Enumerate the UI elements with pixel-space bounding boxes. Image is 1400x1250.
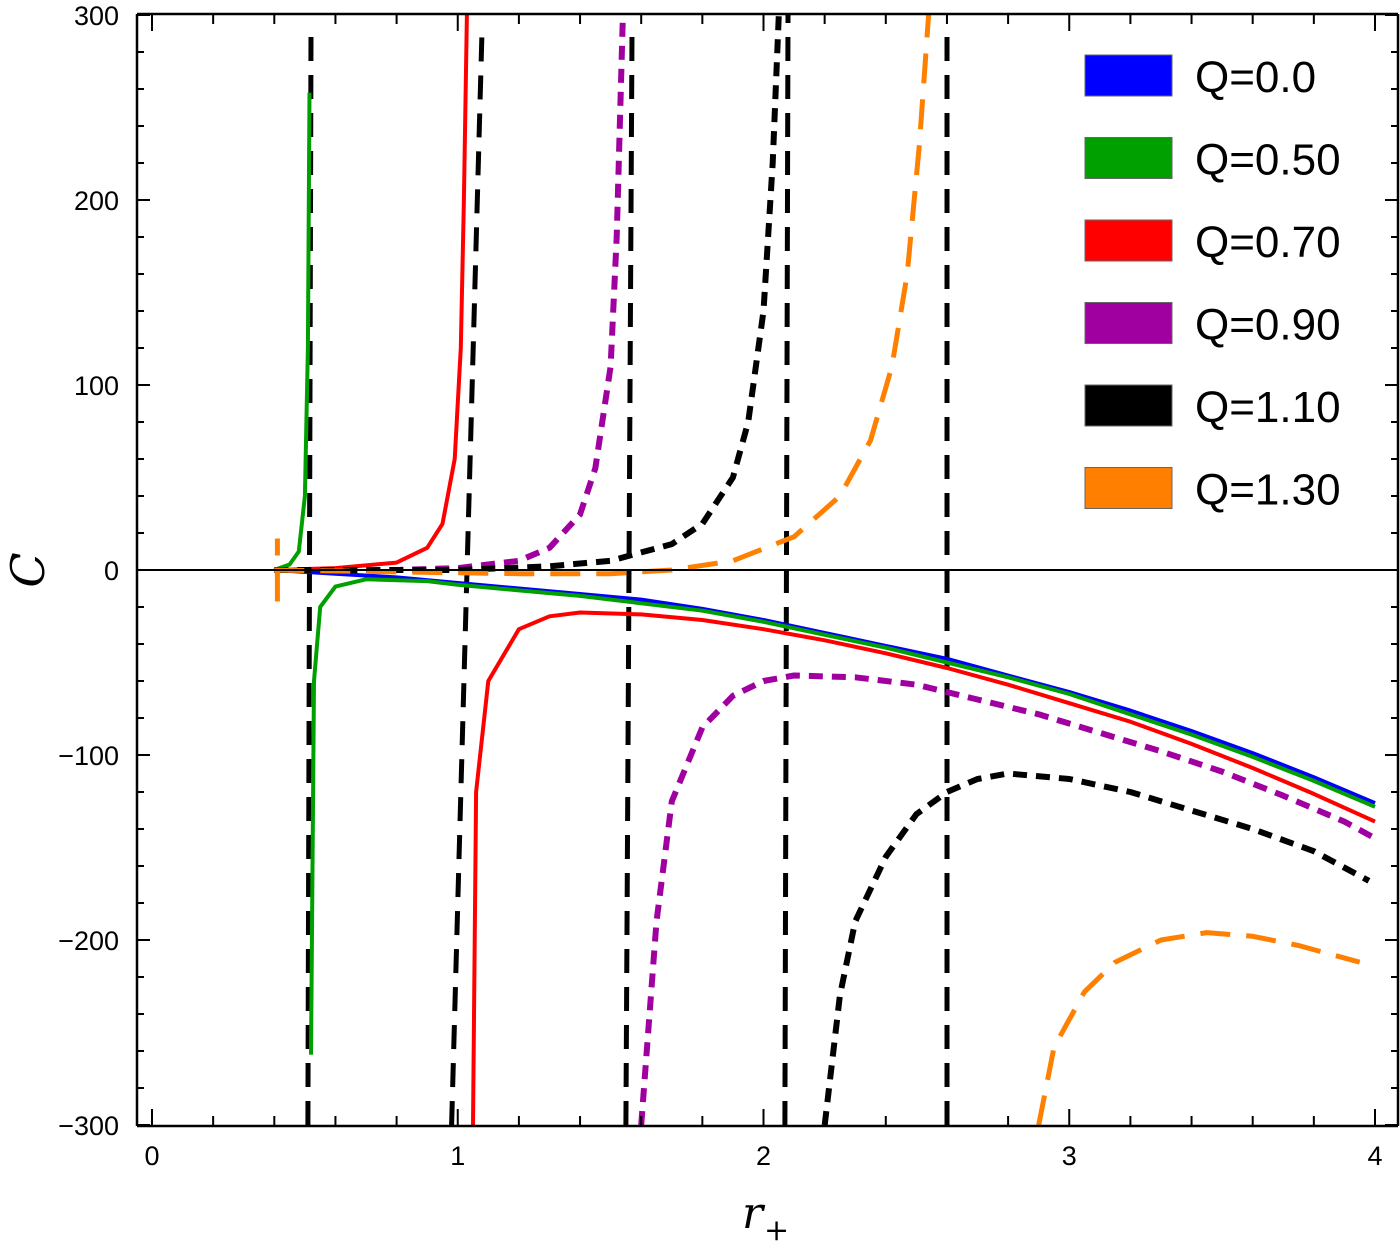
legend-label: Q=1.30 bbox=[1195, 466, 1341, 515]
y-tick-label: 100 bbox=[74, 371, 119, 401]
series-layer bbox=[273, 14, 1377, 1126]
series-line bbox=[274, 568, 1376, 805]
y-tick-label: 200 bbox=[74, 186, 119, 216]
series-Q-0-90 bbox=[274, 14, 1377, 1126]
legend-item: Q=1.30 bbox=[1084, 466, 1341, 515]
legend-swatch bbox=[1084, 137, 1173, 179]
legend-item: Q=1.10 bbox=[1084, 383, 1341, 432]
y-tick-label: 300 bbox=[74, 1, 119, 31]
y-tick-label: −200 bbox=[58, 926, 119, 956]
series-line bbox=[274, 14, 626, 573]
series-line bbox=[274, 14, 469, 572]
x-tick-label: 2 bbox=[756, 1141, 771, 1171]
legend-label: Q=1.10 bbox=[1195, 383, 1341, 432]
series-line bbox=[273, 92, 312, 572]
y-tick-label: 0 bbox=[104, 556, 119, 586]
series-Q-0-50 bbox=[273, 92, 1376, 1055]
legend-swatch bbox=[1084, 467, 1173, 509]
legend-item: Q=0.70 bbox=[1084, 218, 1341, 267]
x-axis-title-subscript: + bbox=[764, 1213, 789, 1248]
y-tick-label: −100 bbox=[58, 741, 119, 771]
asymptote-line bbox=[305, 33, 314, 1126]
series-Q-1-30 bbox=[274, 14, 1361, 1126]
series-line bbox=[1036, 930, 1361, 1126]
y-axis-ticks bbox=[137, 14, 1398, 1126]
x-tick-labels: 0 1 2 3 4 bbox=[144, 1141, 1382, 1171]
legend-swatch bbox=[1084, 384, 1173, 427]
series-line bbox=[274, 14, 782, 573]
y-axis-title: C bbox=[1, 552, 55, 587]
series-line bbox=[638, 672, 1377, 1126]
x-tick-label: 3 bbox=[1062, 1141, 1077, 1171]
legend-swatch bbox=[1084, 302, 1173, 344]
legend-label: Q=0.50 bbox=[1195, 136, 1341, 185]
asymptote-line bbox=[623, 33, 635, 1126]
x-tick-label: 4 bbox=[1367, 1141, 1382, 1171]
legend-swatch bbox=[1084, 219, 1173, 262]
x-tick-label: 1 bbox=[450, 1141, 465, 1171]
x-axis-ticks bbox=[151, 14, 1376, 1126]
series-line bbox=[471, 610, 1376, 1126]
x-axis-title: r bbox=[742, 1188, 766, 1239]
series-line bbox=[274, 14, 932, 577]
series-Q-0-0 bbox=[274, 568, 1376, 805]
legend-label: Q=0.0 bbox=[1195, 53, 1316, 102]
x-tick-label: 0 bbox=[144, 1141, 159, 1171]
series-Q-1-10 bbox=[274, 14, 1371, 1126]
y-tick-labels: 300 200 100 0 −100 −200 −300 bbox=[58, 1, 119, 1141]
legend-swatch bbox=[1084, 54, 1173, 97]
series-line bbox=[309, 577, 1376, 1055]
legend-label: Q=0.70 bbox=[1195, 218, 1341, 267]
legend-label: Q=0.90 bbox=[1195, 301, 1341, 350]
y-tick-label: −300 bbox=[58, 1111, 119, 1141]
legend-item: Q=0.50 bbox=[1084, 136, 1341, 185]
legend-item: Q=0.0 bbox=[1084, 53, 1316, 102]
legend-item: Q=0.90 bbox=[1084, 301, 1341, 350]
series-Q-0-70 bbox=[274, 14, 1376, 1126]
legend: Q=0.0 Q=0.50 Q=0.70 Q=0.90 Q=1.10 Q=1.30 bbox=[1084, 53, 1341, 515]
series-line bbox=[821, 770, 1371, 1126]
